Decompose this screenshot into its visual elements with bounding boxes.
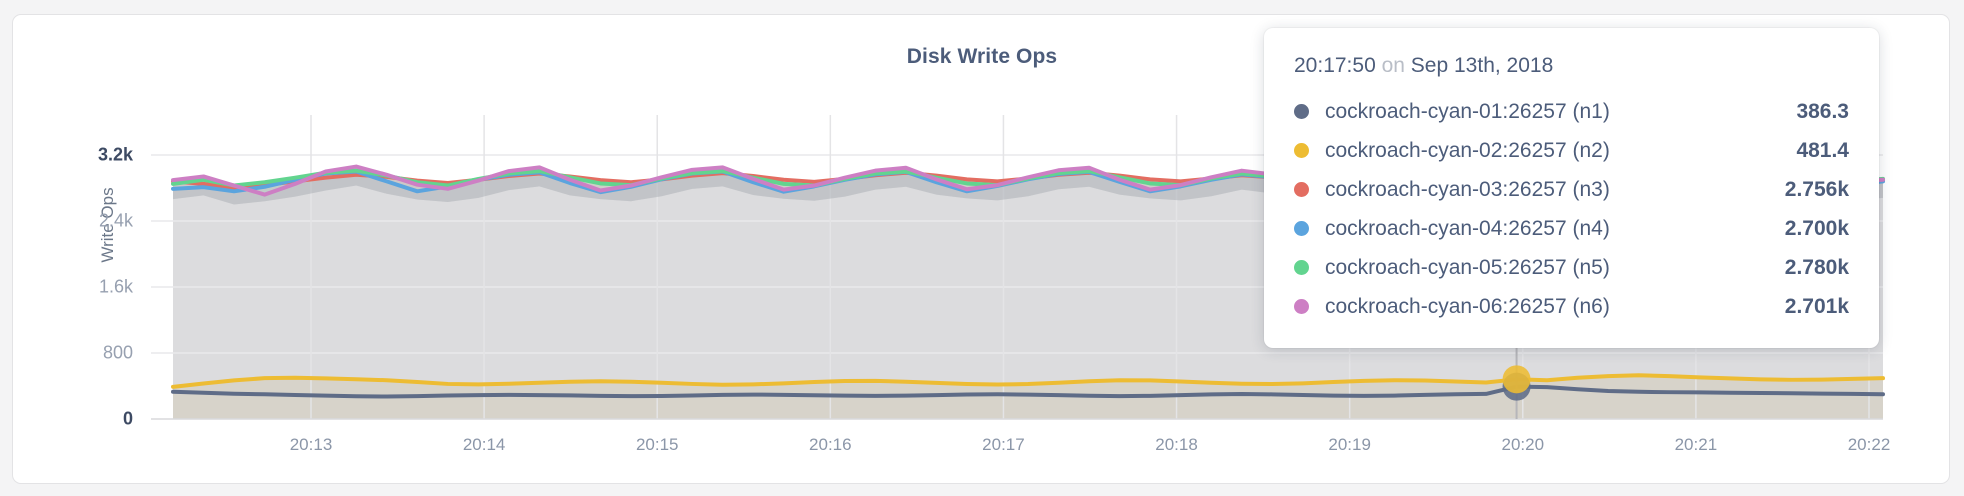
y-axis-tick: 0 xyxy=(122,408,133,429)
tooltip-series-label: cockroach-cyan-06:26257 (n6) xyxy=(1325,294,1610,318)
tooltip-row: cockroach-cyan-05:26257 (n5) 2.780k xyxy=(1294,248,1849,287)
tooltip-series-value: 2.756k xyxy=(1784,177,1849,201)
tooltip-series-label: cockroach-cyan-04:26257 (n4) xyxy=(1325,216,1610,240)
series-color-dot-icon xyxy=(1294,143,1309,158)
series-color-dot-icon xyxy=(1294,299,1309,314)
x-axis-tick: 20:18 xyxy=(1155,435,1198,454)
tooltip-series-label: cockroach-cyan-01:26257 (n1) xyxy=(1325,99,1610,123)
x-axis-tick: 20:15 xyxy=(635,435,679,454)
tooltip-series-label: cockroach-cyan-03:26257 (n3) xyxy=(1325,177,1610,201)
y-axis-tick: 2.4k xyxy=(98,210,133,231)
y-axis-tick: 3.2k xyxy=(97,144,133,165)
x-axis-tick: 20:22 xyxy=(1847,435,1891,454)
tooltip-row: cockroach-cyan-04:26257 (n4) 2.700k xyxy=(1294,209,1849,248)
tooltip-series-value: 2.700k xyxy=(1784,216,1849,240)
x-axis-tick: 20:14 xyxy=(462,435,506,454)
series-color-dot-icon xyxy=(1294,221,1309,236)
x-axis-tick: 20:21 xyxy=(1674,435,1718,454)
x-axis-tick: 20:13 xyxy=(289,435,333,454)
tooltip-series-label: cockroach-cyan-02:26257 (n2) xyxy=(1325,138,1610,162)
chart-card: Disk Write Ops Write Ops 0 800 1.6k 2.4k 3.2… xyxy=(12,14,1950,484)
tooltip-series-value: 481.4 xyxy=(1796,138,1849,162)
tooltip-series-label: cockroach-cyan-05:26257 (n5) xyxy=(1325,255,1610,279)
tooltip-header: 20:17:50 on Sep 13th, 2018 xyxy=(1294,54,1849,78)
y-axis-tick: 1.6k xyxy=(98,276,133,297)
tooltip-series-list: cockroach-cyan-01:26257 (n1) 386.3 cockroa… xyxy=(1294,92,1849,326)
tooltip-row: cockroach-cyan-02:26257 (n2) 481.4 xyxy=(1294,131,1849,170)
tooltip-on-word: on xyxy=(1381,54,1405,77)
series-line-n1 xyxy=(171,384,1885,399)
area-fill-lower xyxy=(173,375,1883,419)
series-color-dot-icon xyxy=(1294,104,1309,119)
tooltip-series-value: 386.3 xyxy=(1796,99,1849,123)
tooltip-row: cockroach-cyan-03:26257 (n3) 2.756k xyxy=(1294,170,1849,209)
x-axis-tick: 20:19 xyxy=(1328,435,1371,454)
x-axis-tick: 20:17 xyxy=(982,435,1025,454)
tooltip-row: cockroach-cyan-01:26257 (n1) 386.3 xyxy=(1294,92,1849,131)
series-color-dot-icon xyxy=(1294,260,1309,275)
hover-tooltip: 20:17:50 on Sep 13th, 2018 cockroach-cya… xyxy=(1264,28,1879,348)
tooltip-series-value: 2.780k xyxy=(1784,255,1849,279)
series-line-n2 xyxy=(171,373,1885,389)
x-axis-tick: 20:16 xyxy=(809,435,852,454)
tooltip-row: cockroach-cyan-06:26257 (n6) 2.701k xyxy=(1294,287,1849,326)
x-axis-tick: 20:20 xyxy=(1501,435,1545,454)
tooltip-date: Sep 13th, 2018 xyxy=(1410,54,1554,77)
y-axis-ticks: 0 800 1.6k 2.4k 3.2k xyxy=(23,15,133,485)
y-axis-tick: 800 xyxy=(102,342,133,363)
tooltip-series-value: 2.701k xyxy=(1784,294,1849,318)
series-color-dot-icon xyxy=(1294,182,1309,197)
tooltip-time: 20:17:50 xyxy=(1294,54,1376,77)
hover-marker-n2 xyxy=(1502,365,1531,394)
page-title: Disk Write Ops xyxy=(906,45,1058,68)
